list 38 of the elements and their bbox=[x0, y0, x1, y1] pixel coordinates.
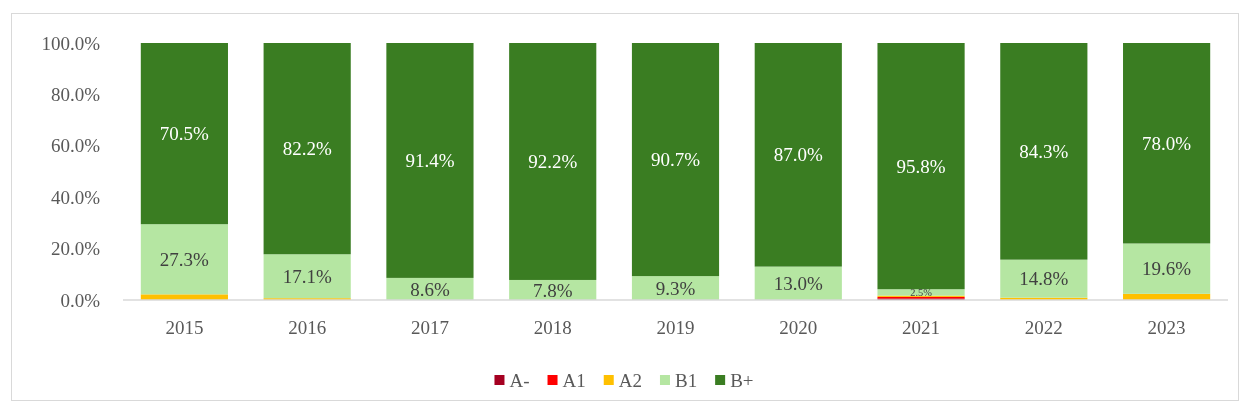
data-label: 17.1% bbox=[282, 265, 332, 287]
x-tick-label: 2017 bbox=[410, 317, 449, 338]
data-label: 8.6% bbox=[410, 278, 450, 300]
y-tick-label: 40.0% bbox=[50, 186, 101, 208]
x-tick-label: 2023 bbox=[1147, 317, 1186, 338]
data-label: 13.0% bbox=[773, 272, 823, 294]
legend-label: A2 bbox=[618, 369, 642, 391]
data-label: 14.8% bbox=[1019, 268, 1069, 290]
x-tick-label: 2022 bbox=[1024, 317, 1063, 338]
legend-label: A- bbox=[509, 369, 530, 391]
data-label: 9.3% bbox=[655, 277, 696, 299]
data-label: 2.5% bbox=[910, 287, 933, 299]
data-label: 84.3% bbox=[1019, 140, 1069, 162]
x-tick-label: 2020 bbox=[779, 317, 818, 338]
x-tick-label: 2021 bbox=[902, 317, 941, 338]
data-label: 90.7% bbox=[650, 149, 701, 171]
data-label: 82.2% bbox=[282, 138, 332, 160]
x-tick-label: 2018 bbox=[533, 317, 572, 338]
data-label: 19.6% bbox=[1142, 258, 1192, 280]
legend-label: B1 bbox=[674, 369, 698, 391]
y-tick-label: 80.0% bbox=[50, 84, 101, 106]
x-tick-label: 2015 bbox=[165, 317, 204, 338]
data-label: 70.5% bbox=[159, 123, 210, 145]
data-label: 91.4% bbox=[405, 150, 455, 172]
data-label: 7.8% bbox=[532, 279, 573, 301]
y-tick-label: 0.0% bbox=[60, 289, 101, 311]
data-label: 78.0% bbox=[1142, 132, 1192, 154]
legend-label: B+ bbox=[730, 369, 754, 391]
y-tick-label: 100.0% bbox=[41, 32, 101, 54]
x-tick-label: 2016 bbox=[288, 317, 327, 338]
data-label: 92.2% bbox=[528, 151, 578, 173]
data-label: 95.8% bbox=[896, 155, 946, 177]
y-tick-label: 20.0% bbox=[50, 238, 101, 260]
legend-label: A1 bbox=[562, 369, 586, 391]
x-tick-label: 2019 bbox=[656, 317, 695, 338]
data-label: 87.0% bbox=[773, 144, 823, 166]
y-tick-label: 60.0% bbox=[50, 135, 101, 157]
data-label: 27.3% bbox=[159, 248, 210, 270]
